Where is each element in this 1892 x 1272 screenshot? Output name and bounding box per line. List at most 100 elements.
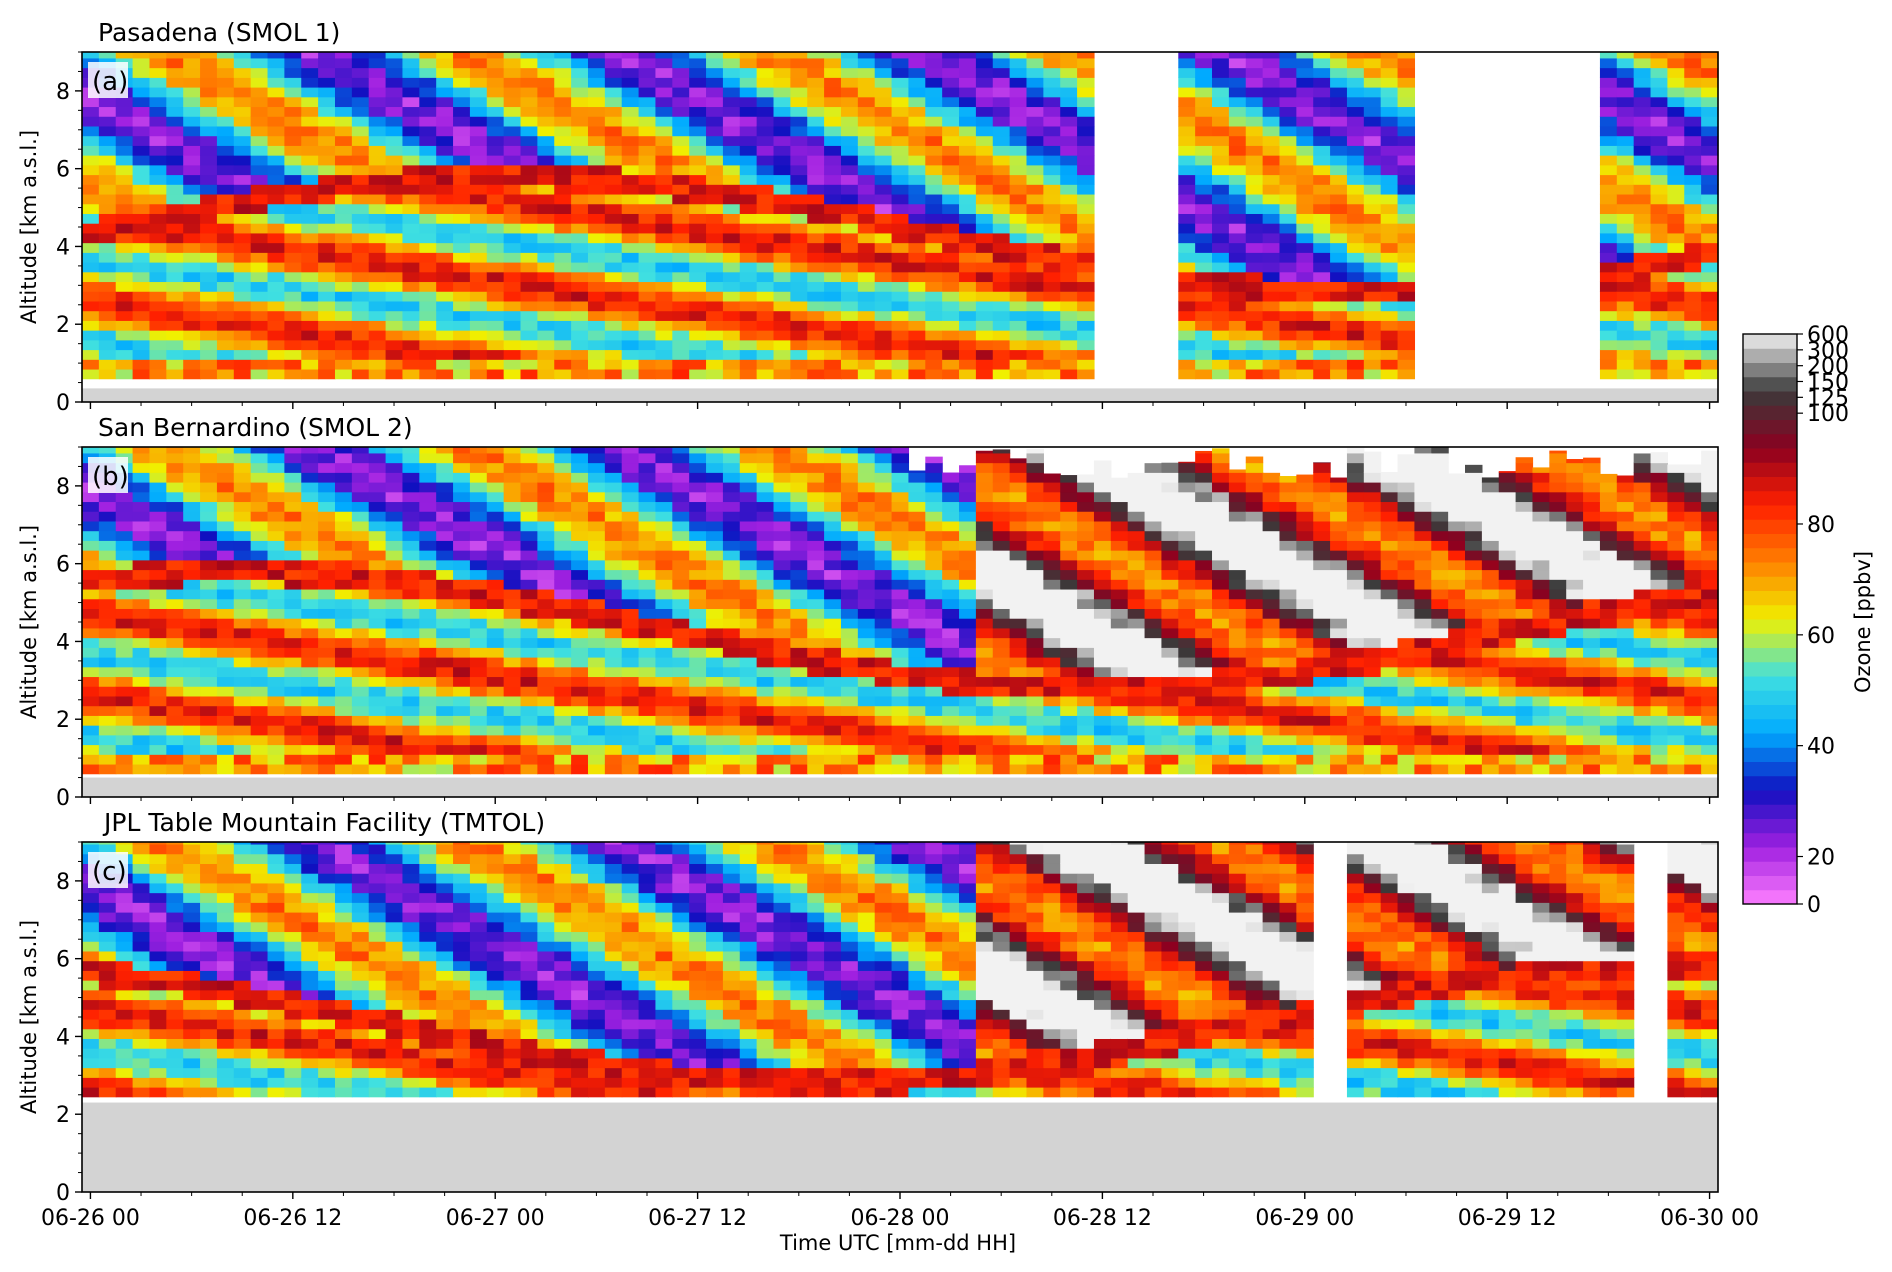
heatmap-cell <box>1245 87 1264 98</box>
heatmap-cell <box>1363 57 1382 69</box>
heatmap-cell <box>706 116 724 127</box>
heatmap-cell <box>267 252 285 263</box>
heatmap-cell <box>756 754 775 765</box>
heatmap-cell <box>857 67 876 78</box>
heatmap-cell <box>1195 87 1213 98</box>
heatmap-cell <box>874 482 893 493</box>
heatmap-cell <box>98 511 117 522</box>
heatmap-cell <box>183 579 201 590</box>
heatmap-cell <box>82 579 100 590</box>
heatmap-cell <box>959 763 977 775</box>
heatmap-cell <box>250 588 269 600</box>
heatmap-cell <box>1043 637 1061 648</box>
heatmap-cell <box>840 627 859 639</box>
heatmap-cell <box>722 223 741 234</box>
heatmap-cell <box>925 676 943 687</box>
heatmap-cell <box>1212 271 1230 283</box>
heatmap-cell <box>1178 262 1196 273</box>
heatmap-cell <box>554 447 572 454</box>
heatmap-cell <box>267 145 285 156</box>
heatmap-cell <box>284 676 302 687</box>
heatmap-cell <box>419 647 437 658</box>
heatmap-cell <box>739 637 758 648</box>
heatmap-cell <box>655 637 673 648</box>
heatmap-cell <box>908 472 926 483</box>
heatmap-cell <box>486 291 505 302</box>
heatmap-cell <box>1330 242 1348 253</box>
heatmap-cell <box>1144 695 1163 707</box>
heatmap-cell <box>385 184 404 195</box>
heatmap-cell <box>790 262 808 273</box>
heatmap-cell <box>132 281 151 292</box>
heatmap-cell <box>419 252 437 263</box>
heatmap-cell <box>722 734 741 746</box>
heatmap-cell <box>1060 310 1078 321</box>
heatmap-cell <box>200 657 218 668</box>
heatmap-cell <box>1599 155 1618 166</box>
heatmap-cell <box>98 203 117 214</box>
heatmap-cell <box>82 349 100 360</box>
heatmap-cell <box>284 559 302 571</box>
heatmap-cell <box>115 135 134 146</box>
heatmap-cell <box>301 482 319 493</box>
heatmap-cell <box>318 125 336 137</box>
heatmap-cell <box>773 252 791 263</box>
heatmap-cell <box>1178 676 1196 687</box>
heatmap-cell <box>318 540 336 551</box>
heatmap-cell <box>1262 87 1281 98</box>
heatmap-cell <box>1380 135 1399 146</box>
heatmap-cell <box>992 511 1011 522</box>
heatmap-cell <box>1178 300 1196 312</box>
heatmap-cell <box>587 155 606 166</box>
heatmap-cell <box>1026 310 1044 321</box>
heatmap-cell <box>756 705 775 716</box>
heatmap-cell <box>942 57 960 69</box>
heatmap-cell <box>200 734 218 746</box>
heatmap-cell <box>1144 744 1163 755</box>
heatmap-cell <box>554 320 572 331</box>
heatmap-cell <box>874 715 893 726</box>
heatmap-cell <box>1178 349 1196 360</box>
heatmap-cell <box>1279 184 1297 195</box>
heatmap-cell <box>436 676 454 687</box>
heatmap-cell <box>942 618 960 629</box>
heatmap-cell <box>267 291 285 302</box>
heatmap-cell <box>1195 184 1213 195</box>
heatmap-cell <box>1330 125 1348 137</box>
heatmap-cell <box>436 262 454 273</box>
heatmap-cell <box>908 705 926 716</box>
heatmap-cell <box>1279 203 1297 214</box>
heatmap-cell <box>284 598 302 609</box>
heatmap-cell <box>790 647 808 658</box>
heatmap-cell <box>1330 145 1348 156</box>
heatmap-cell <box>149 744 167 755</box>
heatmap-cell <box>1650 193 1669 205</box>
heatmap-cell <box>351 223 370 234</box>
heatmap-cell <box>942 754 960 765</box>
heatmap-cell <box>402 705 420 716</box>
heatmap-cell <box>959 339 977 351</box>
heatmap-cell <box>149 155 167 166</box>
heatmap-cell <box>790 116 808 127</box>
heatmap-cell <box>756 676 775 687</box>
heatmap-cell <box>334 77 353 88</box>
heatmap-cell <box>739 666 758 678</box>
heatmap-cell <box>587 705 606 716</box>
heatmap-cell <box>604 281 623 292</box>
heatmap-cell <box>857 598 876 609</box>
heatmap-cell <box>115 725 134 736</box>
heatmap-cell <box>571 125 589 137</box>
heatmap-cell <box>1178 330 1196 341</box>
heatmap-cell <box>216 725 235 736</box>
heatmap-cell <box>874 569 893 580</box>
heatmap-cell <box>233 452 252 464</box>
heatmap-cell <box>453 715 471 726</box>
heatmap-cell <box>284 657 302 668</box>
heatmap-cell <box>82 608 100 619</box>
heatmap-cell <box>233 569 252 580</box>
heatmap-cell <box>1026 448 1044 454</box>
heatmap-cell <box>587 368 606 380</box>
heatmap-cell <box>402 300 420 312</box>
heatmap-cell <box>453 501 471 512</box>
heatmap-cell <box>1346 96 1365 108</box>
